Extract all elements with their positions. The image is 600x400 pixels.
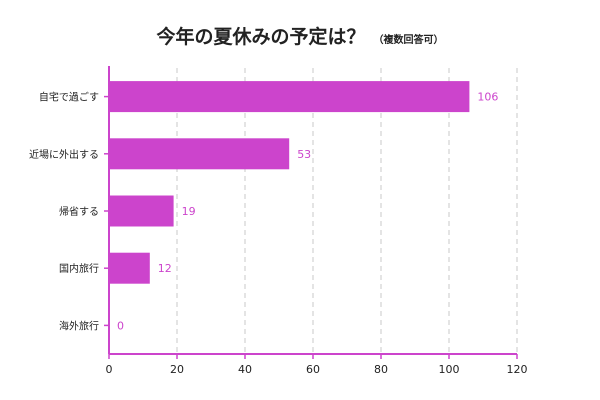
bar-2 bbox=[109, 195, 174, 227]
chart-title: 今年の夏休みの予定は？ bbox=[156, 26, 366, 48]
bar-0 bbox=[109, 81, 470, 113]
x-tick-label-0: 0 bbox=[106, 363, 113, 376]
value-label-1: 53 bbox=[297, 148, 311, 161]
bar-1 bbox=[109, 138, 290, 170]
chart-subtitle: （複数回答可） bbox=[373, 35, 444, 46]
chart-title-block: 今年の夏休みの予定は？ （複数回答可） bbox=[0, 22, 600, 49]
x-tick-label-40: 40 bbox=[238, 363, 252, 376]
value-label-4: 0 bbox=[117, 319, 124, 332]
value-label-3: 12 bbox=[158, 262, 172, 275]
x-tick-label-60: 60 bbox=[306, 363, 320, 376]
value-label-2: 19 bbox=[182, 205, 196, 218]
x-tick-label-20: 20 bbox=[170, 363, 184, 376]
x-tick-label-120: 120 bbox=[507, 363, 528, 376]
category-label-0: 自宅で過ごす bbox=[39, 91, 99, 104]
category-label-2: 帰省する bbox=[59, 205, 99, 218]
category-label-3: 国内旅行 bbox=[59, 262, 99, 275]
bar-3 bbox=[109, 252, 150, 284]
value-label-0: 106 bbox=[477, 91, 498, 104]
x-tick-label-100: 100 bbox=[439, 363, 460, 376]
category-label-4: 海外旅行 bbox=[59, 319, 99, 332]
category-label-1: 近場に外出する bbox=[29, 148, 99, 161]
x-tick-label-80: 80 bbox=[374, 363, 388, 376]
